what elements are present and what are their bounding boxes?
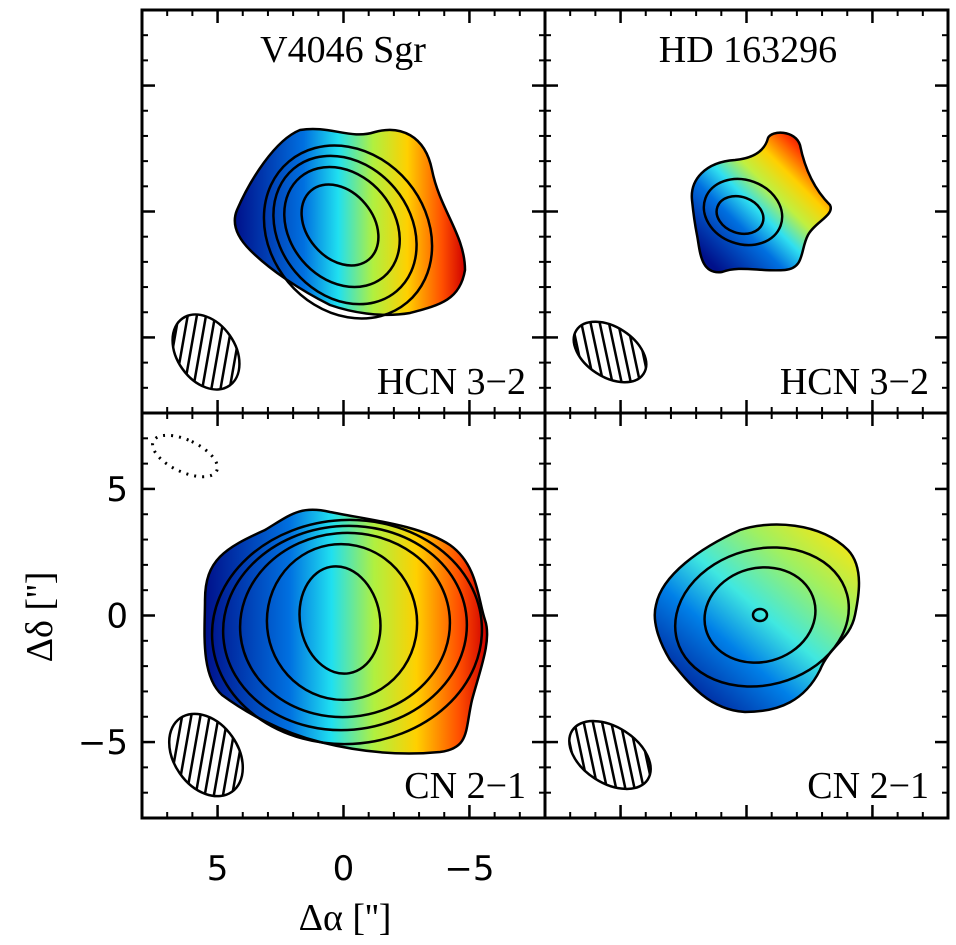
- contours: [262, 144, 434, 320]
- beam: [167, 712, 245, 798]
- contours: [702, 177, 784, 247]
- beam: [171, 313, 241, 391]
- panel-label: HCN 3−2: [780, 361, 929, 403]
- beam: [568, 719, 652, 791]
- x-tick-label: −5: [444, 849, 494, 889]
- emission-map: [690, 131, 833, 274]
- panel-title: V4046 Sgr: [260, 29, 426, 71]
- panel-title: HD 163296: [659, 29, 837, 71]
- y-tick-label: −5: [78, 723, 128, 763]
- y-tick-label: 5: [106, 470, 128, 510]
- panel-label: HCN 3−2: [377, 361, 526, 403]
- beam: [572, 320, 648, 384]
- panel-label: CN 2−1: [404, 765, 526, 807]
- x-tick-label: 5: [207, 849, 229, 889]
- y-tick-label: 0: [106, 597, 128, 637]
- panel-label: CN 2−1: [807, 765, 929, 807]
- y-axis-label: Δδ ['']: [19, 572, 61, 663]
- emission-map: [653, 523, 861, 714]
- contours: [210, 518, 484, 746]
- emission-maps: [151, 127, 861, 798]
- x-axis-label: Δα ['']: [299, 897, 392, 939]
- x-tick-label: 0: [333, 849, 355, 889]
- contours: [673, 546, 851, 688]
- negative-contour: [151, 433, 219, 479]
- beams: [151, 313, 652, 798]
